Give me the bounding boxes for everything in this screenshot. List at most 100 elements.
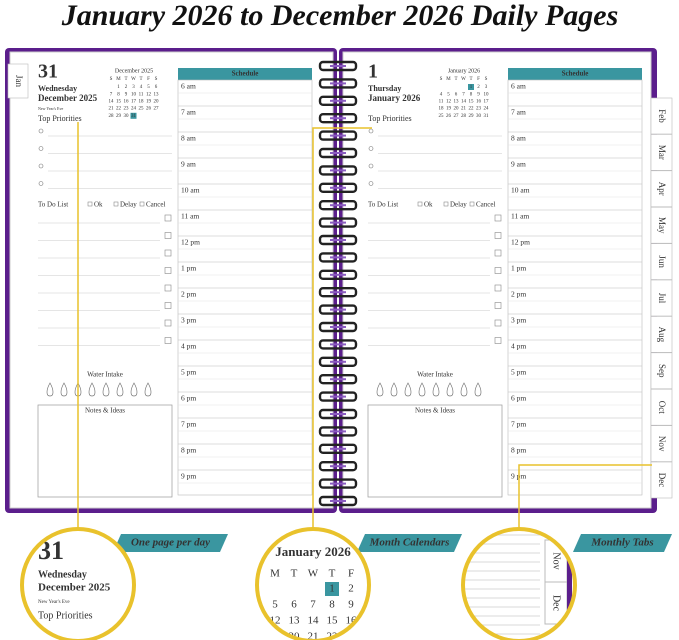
checkbox [164,249,172,257]
schedule-header [508,68,642,80]
calendar-day: 16 [476,100,482,105]
leader [312,127,372,528]
tab-label: Dec [551,595,562,612]
time-label: 8 am [181,134,196,143]
calendar-weekday: T [329,568,336,580]
calendar-day: 6 [155,85,158,90]
water-drop [130,382,138,397]
calendar-day: 14 [109,100,115,105]
water-drop [404,382,412,397]
time-label: 1 pm [181,264,196,273]
notes-box [37,404,173,498]
calendar-highlight [130,112,137,119]
tab [650,316,673,353]
checkbox [494,302,502,309]
calendar-day: 3 [132,85,135,90]
calendar-weekday: W [461,77,466,82]
tab-label: Feb [657,109,667,123]
status-box [417,201,423,207]
calendar-day: 5 [447,92,450,97]
spiral-ring [318,147,358,159]
spiral-ring [318,199,358,211]
status-box [87,201,93,207]
priorities-label: Top Priorities [38,114,82,123]
checkbox [494,232,502,239]
water-label: Water Intake [417,371,453,379]
calendar-day: 20 [154,100,160,105]
spiral-ring [318,95,358,107]
calendar-day: 18 [251,631,263,640]
tab [650,97,673,135]
cover-edge [567,530,572,640]
calendar-day: 7 [110,92,113,97]
calendar-day: 1 [117,85,120,90]
calendar-weekday: T [139,77,142,82]
calendar-weekday: T [469,77,472,82]
water-drop [102,382,110,397]
calendar-day: 6 [455,92,458,97]
calendar-weekday: F [477,77,480,82]
status-label: Cancel [146,201,165,209]
calendar-highlight [325,582,339,596]
calendar-day: 12 [146,92,152,97]
tab [650,352,673,390]
calendar-day: 31 [131,114,137,119]
checkbox [164,232,172,239]
weekday: Wednesday [38,569,87,580]
weekday: Wednesday [38,84,77,93]
todo-label: To Do List [38,201,68,209]
tab-label: Dec [657,473,667,488]
title: January 2026 to December 2026 Daily Page… [61,0,619,32]
tab-label: Sep [657,364,667,378]
tab-label: Oct [657,401,667,414]
bullet [38,181,44,186]
time-label: 9 am [511,160,526,169]
calendar-weekday: F [348,568,354,580]
tab-label: Jan [14,75,24,87]
tab [650,425,673,462]
calendar-day: 2 [477,85,480,90]
schedule-label: Schedule [562,70,589,78]
time-label: 3 pm [181,316,196,325]
bullet [38,146,44,151]
calendar-day: 26 [446,114,452,119]
notes-label: Notes & Ideas [85,407,125,415]
tab [650,279,673,317]
tab [650,206,673,244]
calendar-day: 27 [154,107,160,112]
zoom-bg [258,530,368,640]
calendar-day: 2 [125,85,128,90]
holiday: New Year's Eve [38,600,70,605]
calendar-weekday: M [446,77,451,82]
calendar-day: 22 [327,631,338,640]
calendar-day: 8 [117,92,120,97]
spiral-ring [318,130,358,141]
status-box [113,201,119,207]
calendar-day: 4 [440,92,443,97]
calendar-day: 1 [329,583,335,595]
spiral-ring [318,443,358,454]
calendar-day: 13 [289,615,301,627]
time-label: 11 am [181,212,199,221]
water-drop [46,382,54,397]
checkbox [164,267,172,274]
calendar-day: 5 [147,85,150,90]
bullet [38,163,44,169]
calendar-day: 21 [109,107,115,112]
time-label: 8 pm [181,446,196,455]
calendar-day: 5 [272,599,278,611]
spiral-ring [318,252,358,263]
leader [518,464,652,528]
calendar-weekday: W [131,77,136,82]
checkbox [164,214,172,222]
water-drop [144,382,152,397]
calendar-day: 7 [462,92,465,97]
status-label: Cancel [476,201,495,209]
spiral-ring [318,356,358,367]
calendar-day: 24 [365,631,377,640]
calendar-day: 25 [439,114,445,119]
calendar-weekday: T [124,77,127,82]
calendar-day: 15 [469,100,475,105]
calendar-day: 11 [251,615,262,627]
tab-label: May [657,217,667,234]
